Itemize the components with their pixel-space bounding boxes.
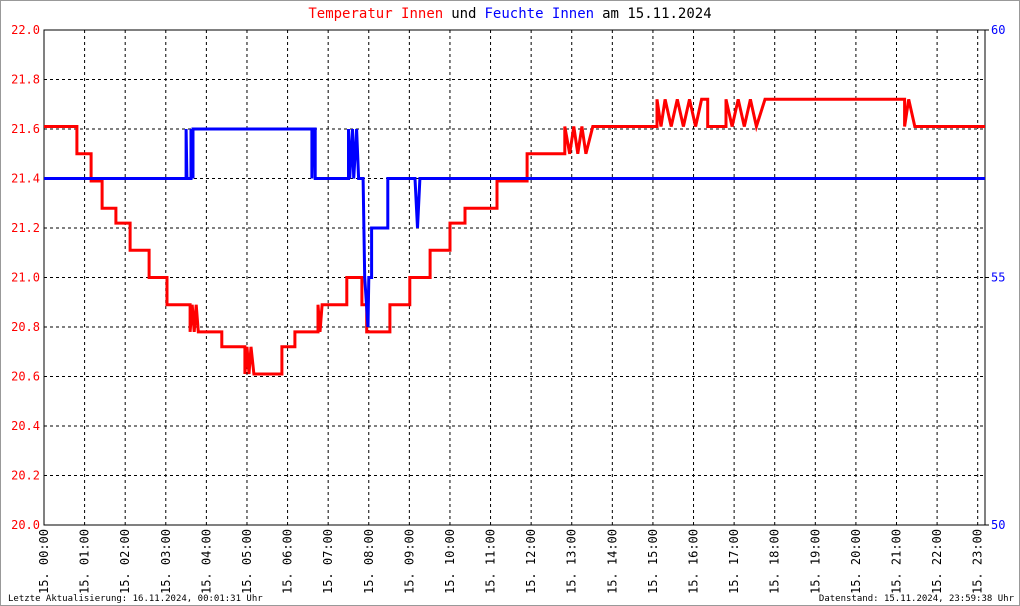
y-tick-label: 22.0	[11, 23, 40, 37]
x-tick-label: 15. 18:00	[768, 529, 782, 594]
y-tick-label: 21.8	[11, 73, 40, 87]
chart-title: Temperatur Innen und Feuchte Innen am 15.11…	[308, 6, 711, 22]
x-tick-label: 15. 07:00	[321, 529, 335, 594]
x-tick-label: 15. 22:00	[930, 529, 944, 594]
x-tick-label: 15. 05:00	[240, 529, 254, 594]
y2-tick-label: 55	[991, 271, 1005, 285]
y-tick-label: 20.8	[11, 320, 40, 334]
x-tick-label: 15. 11:00	[484, 529, 498, 594]
x-tick-label: 15. 16:00	[687, 529, 701, 594]
x-tick-label: 15. 09:00	[402, 529, 416, 594]
title-part: Temperatur Innen	[308, 6, 443, 22]
x-tick-label: 15. 10:00	[443, 529, 457, 594]
y-tick-label: 20.0	[11, 518, 40, 532]
y2-tick-label: 50	[991, 518, 1005, 532]
x-tick-label: 15. 08:00	[362, 529, 376, 594]
y-tick-label: 20.4	[11, 419, 40, 433]
x-tick-label: 15. 19:00	[808, 529, 822, 594]
y-tick-label: 21.4	[11, 172, 40, 186]
x-tick-label: 15. 01:00	[78, 529, 92, 594]
x-tick-label: 15. 17:00	[727, 529, 741, 594]
footer-right: Datenstand: 15.11.2024, 23:59:38 Uhr	[819, 594, 1015, 604]
y-tick-label: 21.6	[11, 122, 40, 136]
footer-left: Letzte Aktualisierung: 16.11.2024, 00:01…	[8, 594, 263, 604]
y-tick-label: 21.0	[11, 271, 40, 285]
y-tick-label: 20.6	[11, 370, 40, 384]
x-tick-label: 15. 03:00	[159, 529, 173, 594]
x-tick-label: 15. 04:00	[199, 529, 213, 594]
y-tick-label: 21.2	[11, 221, 40, 235]
y2-tick-label: 60	[991, 23, 1005, 37]
title-part: Feuchte Innen	[485, 6, 595, 22]
x-tick-label: 15. 14:00	[605, 529, 619, 594]
x-tick-label: 15. 02:00	[118, 529, 132, 594]
x-tick-label: 15. 00:00	[37, 529, 51, 594]
plot-border	[43, 29, 986, 526]
x-tick-label: 15. 15:00	[646, 529, 660, 594]
title-part: und	[451, 6, 476, 22]
y-tick-label: 20.2	[11, 469, 40, 483]
x-tick-label: 15. 20:00	[849, 529, 863, 594]
x-tick-label: 15. 21:00	[890, 529, 904, 594]
x-tick-label: 15. 12:00	[524, 529, 538, 594]
x-tick-label: 15. 06:00	[281, 529, 295, 594]
x-tick-label: 15. 23:00	[971, 529, 985, 594]
x-tick-label: 15. 13:00	[565, 529, 579, 594]
data-line	[44, 97, 985, 376]
title-part: am 15.11.2024	[602, 6, 712, 22]
data-line	[44, 127, 985, 328]
